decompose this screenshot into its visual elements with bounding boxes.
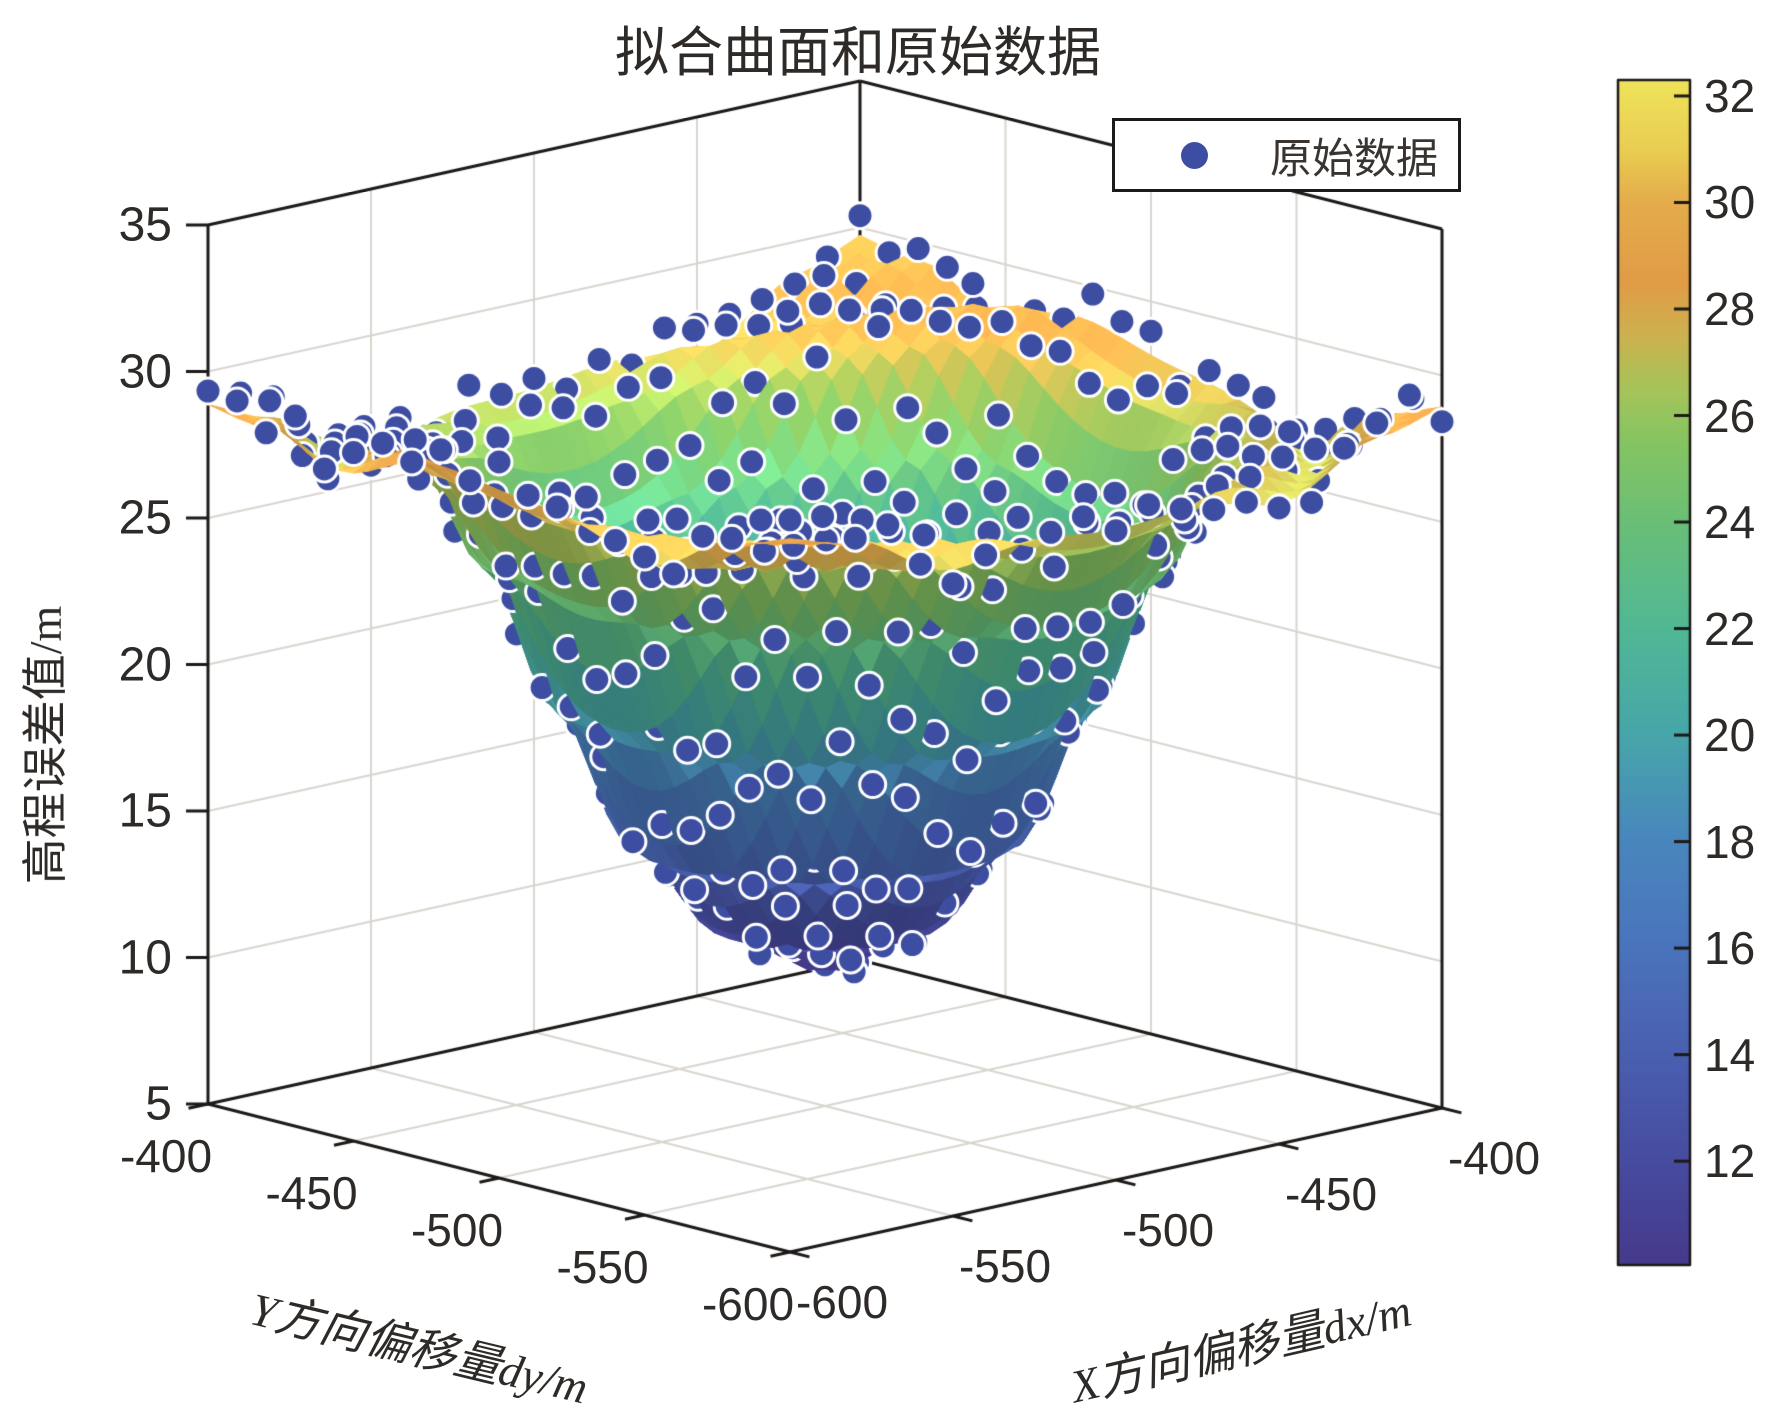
legend[interactable]: 原始数据 (1112, 118, 1461, 192)
z-tick-label: 5 (145, 1077, 172, 1131)
colorbar-tick-label: 28 (1704, 283, 1756, 335)
z-tick-label: 25 (118, 491, 172, 545)
colorbar-tick-label: 14 (1704, 1028, 1756, 1081)
x-tick-label: -500 (1121, 1204, 1215, 1256)
y-tick-label: -450 (265, 1167, 358, 1219)
colorbar-tick-label: 22 (1704, 602, 1756, 655)
y-tick-label: -400 (119, 1130, 213, 1182)
x-tick-label: -600 (795, 1276, 889, 1328)
z-tick-label: 30 (118, 345, 172, 398)
x-tick-label: -450 (1284, 1168, 1378, 1220)
colorbar-tick-label: 26 (1704, 389, 1756, 442)
colorbar-tick-label: 30 (1704, 176, 1756, 229)
y-tick-label: -550 (556, 1241, 649, 1293)
colorbar-tick-label: 24 (1704, 496, 1756, 549)
y-tick-label: -500 (410, 1204, 504, 1256)
z-tick-label: 10 (118, 931, 172, 984)
x-tick-label: -400 (1447, 1132, 1541, 1184)
y-tick-label: -600 (701, 1278, 795, 1330)
z-tick-label: 35 (118, 198, 172, 252)
colorbar-tick-label: 18 (1704, 815, 1756, 868)
z-axis-label: 高程误差值/m (20, 605, 71, 885)
colorbar-tick-label: 32 (1704, 69, 1756, 122)
colorbar-tick-label: 16 (1704, 922, 1756, 975)
x-tick-label: -550 (958, 1240, 1052, 1292)
legend-label: 原始数据 (1270, 136, 1439, 183)
z-tick-label: 15 (118, 784, 172, 838)
z-tick-label: 20 (118, 638, 172, 691)
colorbar-tick-label: 12 (1704, 1135, 1756, 1188)
legend-scatter-marker-icon (1181, 141, 1208, 169)
colorbar-tick-label: 20 (1704, 709, 1756, 762)
chart-title: 拟合曲面和原始数据 (615, 23, 1101, 83)
